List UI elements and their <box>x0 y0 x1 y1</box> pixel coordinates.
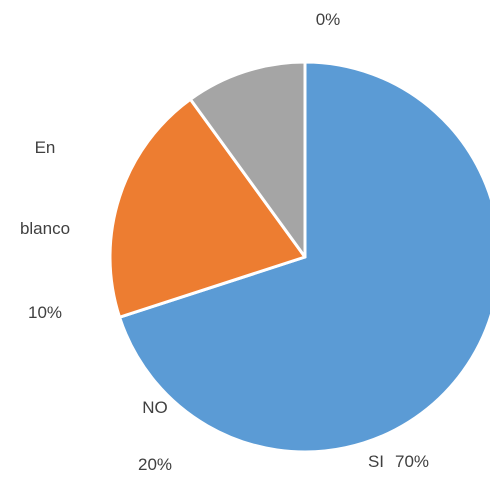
category-label: En blanco <box>19 137 71 238</box>
pie-slice <box>188 60 307 259</box>
data-label: 10% <box>27 303 63 322</box>
category-label: SI <box>367 452 385 471</box>
category-label: NO <box>142 398 168 417</box>
data-label: 20% <box>137 455 173 474</box>
pie-slice <box>118 60 490 454</box>
data-label: 0% <box>315 10 341 29</box>
pie-slice <box>108 97 307 319</box>
data-label: 70% <box>394 452 430 471</box>
